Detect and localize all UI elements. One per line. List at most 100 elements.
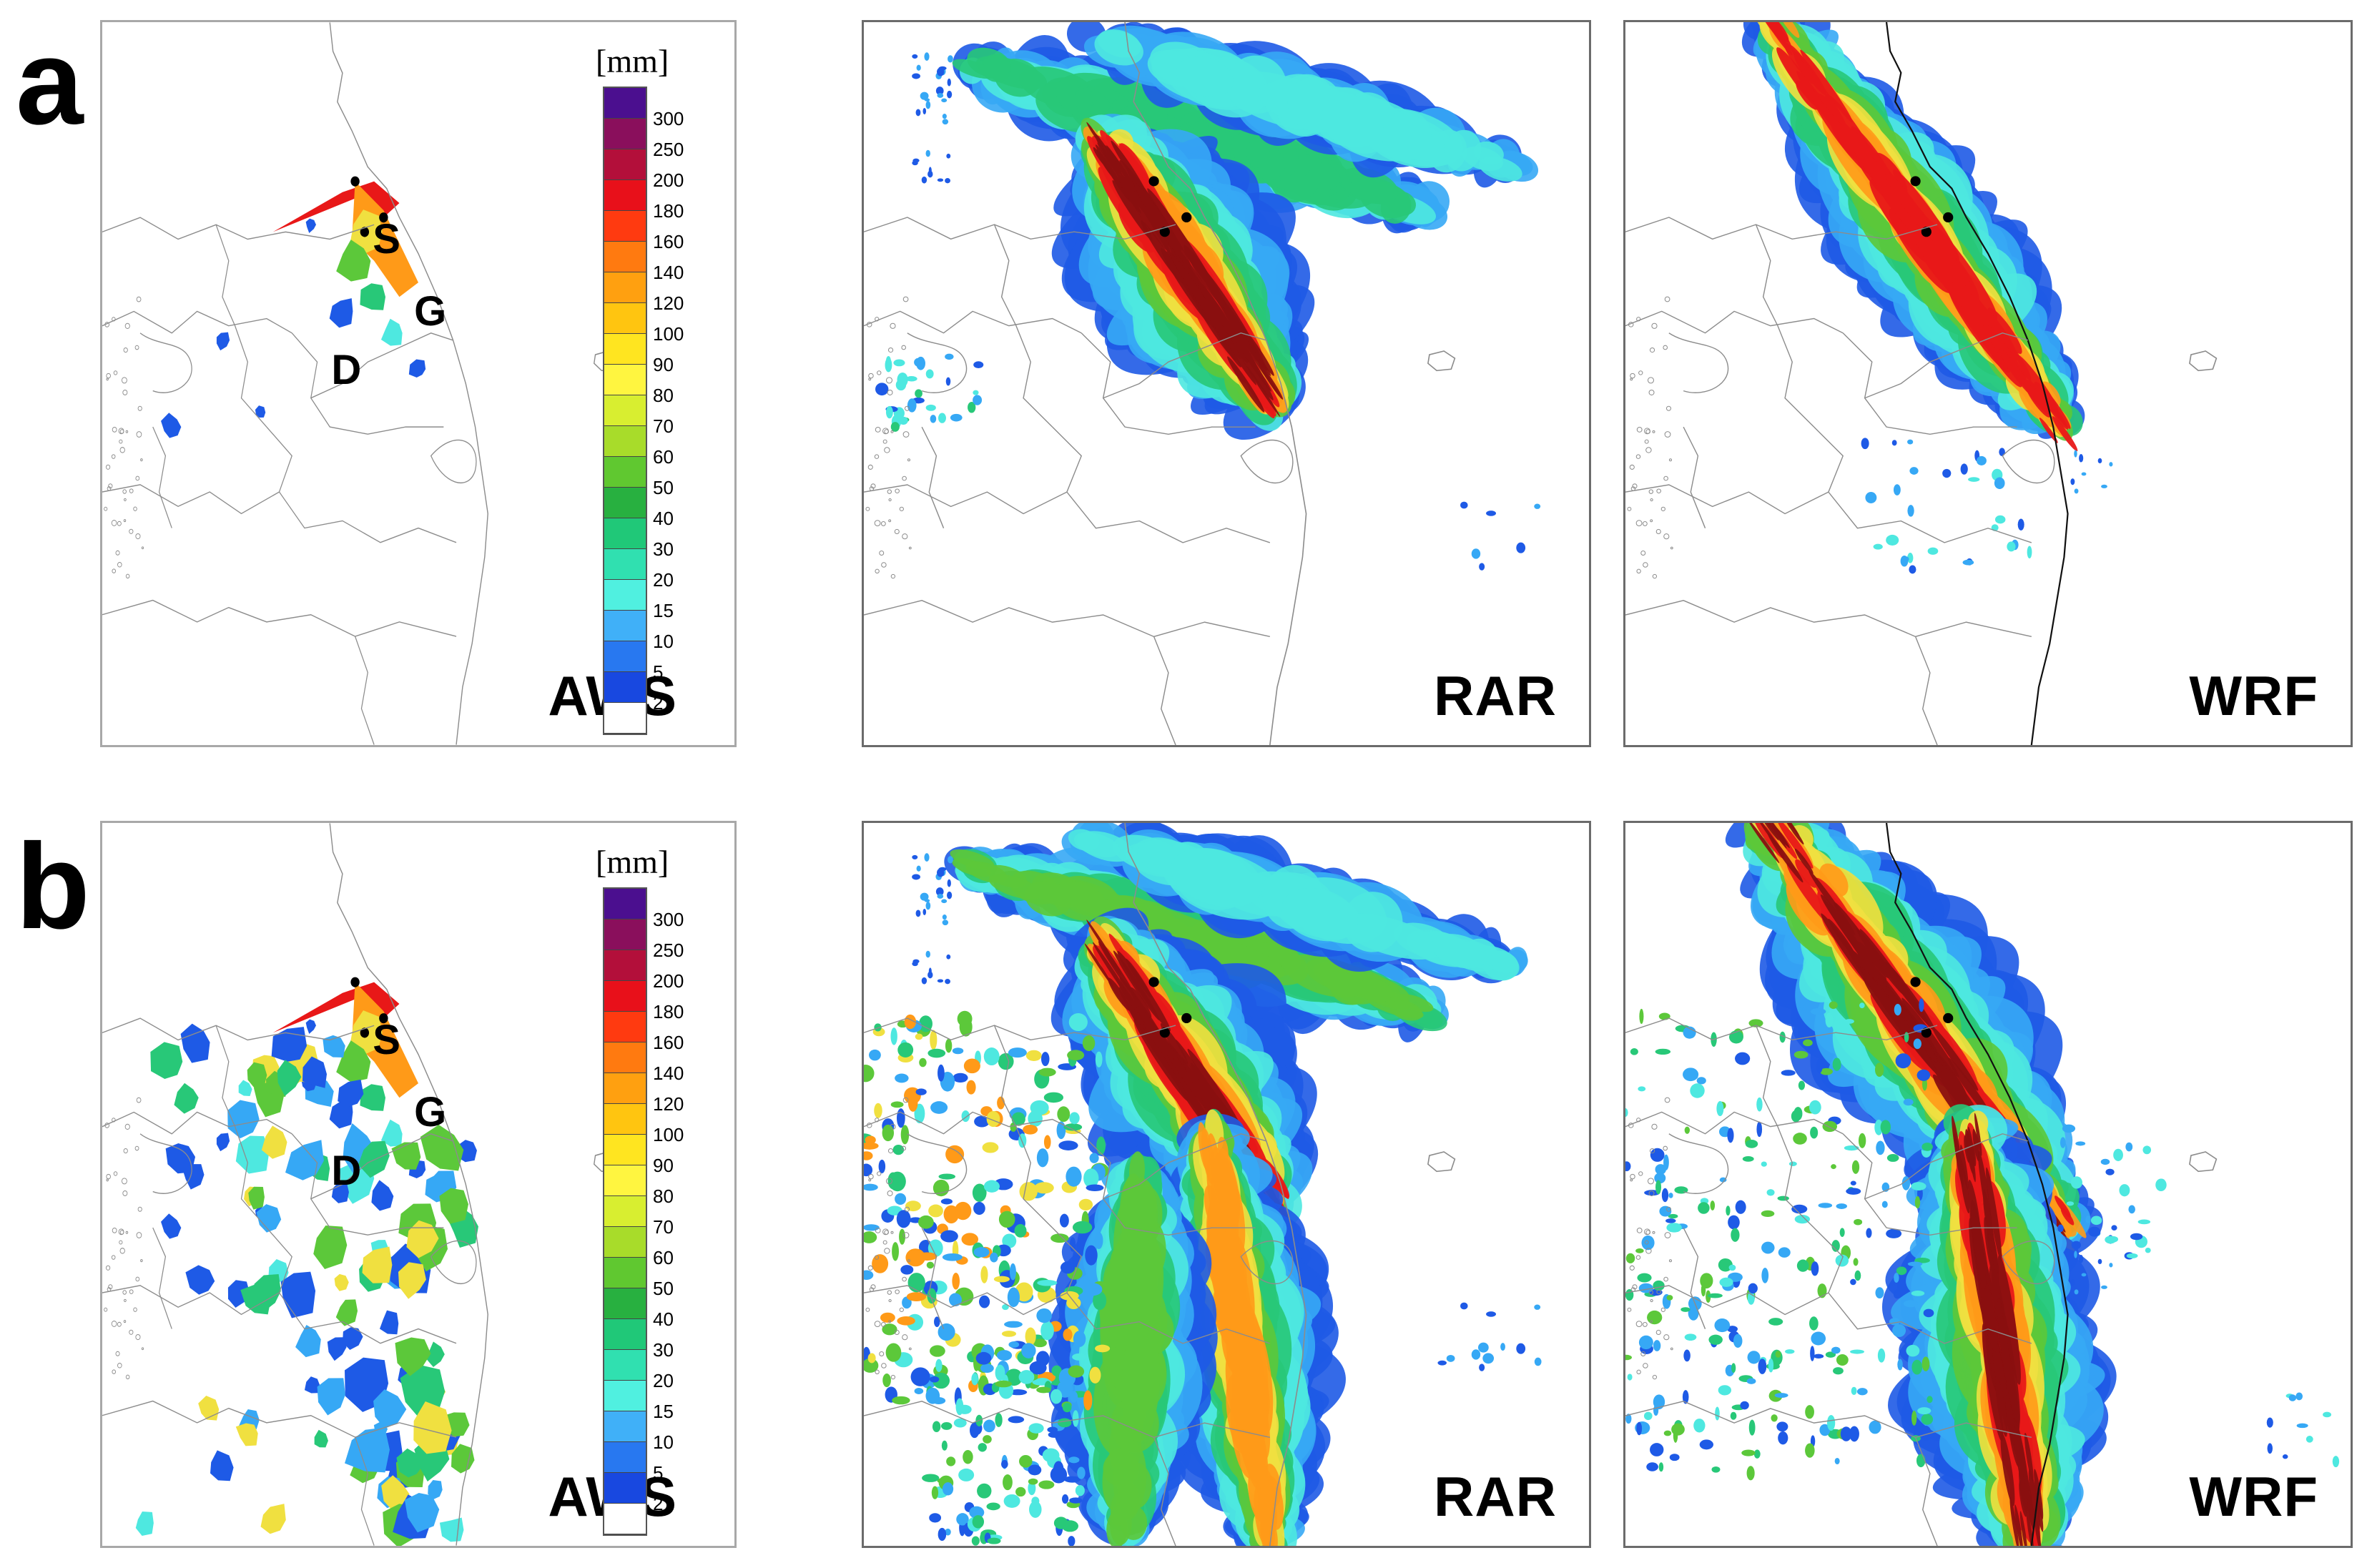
- colorbar-tick-label: 50: [653, 477, 674, 498]
- station-label-s: S: [373, 1016, 400, 1063]
- colorbar-tick-label: 180: [653, 1001, 684, 1022]
- colorbar-cell: [604, 395, 646, 426]
- colorbar-tick-label: 60: [653, 446, 674, 468]
- colorbar-tick-label: 250: [653, 940, 684, 961]
- colorbar-cell: [604, 1135, 646, 1165]
- colorbar-cell: [604, 981, 646, 1012]
- station-label-g: G: [414, 288, 447, 335]
- colorbar-cell: [604, 1227, 646, 1258]
- colorbar-cell: [604, 549, 646, 580]
- colorbar-tick-label: 15: [653, 600, 674, 621]
- station-label-d: D: [331, 346, 362, 393]
- colorbar-cell: [604, 919, 646, 950]
- station-label-d: D: [331, 1147, 362, 1194]
- colorbar-cell: [604, 149, 646, 180]
- colorbar-tick-label: 40: [653, 1308, 674, 1330]
- colorbar-tick-label: 60: [653, 1247, 674, 1268]
- colorbar-cell: [604, 703, 646, 734]
- colorbar-cell: [604, 1473, 646, 1504]
- radar-precipitation-map: [864, 22, 1541, 745]
- colorbar-cell: [604, 611, 646, 641]
- colorbar-tick-label: 250: [653, 139, 684, 160]
- colorbar-cell: [604, 1258, 646, 1288]
- colorbar-tick-label: 140: [653, 262, 684, 283]
- panel-b-aws: AWSSGD[mm]300250200180160140120100908070…: [100, 821, 737, 1548]
- panel-label-radar: RAR: [1434, 664, 1557, 727]
- colorbar-tick-label: 15: [653, 1401, 674, 1422]
- aws-precipitation-map: [102, 22, 619, 745]
- panel-a-aws: AWSSGD[mm]300250200180160140120100908070…: [100, 20, 737, 747]
- colorbar-tick-label: 20: [653, 1370, 674, 1391]
- colorbar-tick-label: 30: [653, 538, 674, 560]
- colorbar-tick-label: 70: [653, 1216, 674, 1238]
- colorbar-unit: [mm]: [596, 844, 669, 880]
- colorbar-cell: [604, 211, 646, 242]
- colorbar-cell: [604, 365, 646, 395]
- colorbar-cell: [604, 518, 646, 549]
- colorbar-tick-label: 2: [653, 1493, 664, 1514]
- colorbar-cell: [604, 1442, 646, 1473]
- row-label-a: a: [16, 14, 84, 150]
- colorbar-cell: [604, 88, 646, 119]
- colorbar-cell: [604, 672, 646, 703]
- colorbar-tick-label: 5: [653, 1462, 664, 1484]
- colorbar-cell: [604, 303, 646, 334]
- colorbar-tick-label: 90: [653, 354, 674, 375]
- panel-b-model: WRF: [1623, 821, 2353, 1548]
- colorbar-tick-label: 90: [653, 1155, 674, 1176]
- colorbar-cell: [604, 1196, 646, 1227]
- colorbar-cell: [604, 272, 646, 303]
- colorbar-cell: [604, 242, 646, 272]
- station-label-g: G: [414, 1089, 447, 1136]
- colorbar-tick-label: 140: [653, 1062, 684, 1084]
- colorbar-cell: [604, 1381, 646, 1411]
- colorbar-tick-label: 80: [653, 1185, 674, 1207]
- colorbar-cell: [604, 580, 646, 611]
- colorbar-tick-label: 40: [653, 508, 674, 529]
- colorbar-tick-label: 100: [653, 323, 684, 345]
- aws-precipitation-map: [102, 823, 619, 1546]
- colorbar-tick-label: 10: [653, 631, 674, 652]
- colorbar-tick-label: 160: [653, 1032, 684, 1053]
- colorbar-unit: [mm]: [596, 43, 669, 79]
- panel-a-model: WRF: [1623, 20, 2353, 747]
- colorbar-cell: [604, 1411, 646, 1442]
- panel-label-model: WRF: [2189, 1465, 2318, 1528]
- colorbar-tick-label: 120: [653, 1093, 684, 1115]
- colorbar-cell: [604, 1165, 646, 1196]
- colorbar-cell: [604, 641, 646, 672]
- colorbar-tick-label: 50: [653, 1278, 674, 1299]
- row-label-b: b: [16, 819, 90, 955]
- colorbar-cell: [604, 1073, 646, 1104]
- colorbar-cell: [604, 1288, 646, 1319]
- colorbar-tick-label: 200: [653, 169, 684, 191]
- colorbar-tick-label: 20: [653, 569, 674, 591]
- colorbar-cell: [604, 1042, 646, 1073]
- colorbar-tick-label: 160: [653, 231, 684, 252]
- colorbar-tick-label: 120: [653, 292, 684, 314]
- colorbar-cell: [604, 950, 646, 981]
- colorbar-tick-label: 2: [653, 692, 664, 714]
- colorbar-tick-label: 80: [653, 385, 674, 406]
- colorbar-cell: [604, 1504, 646, 1534]
- colorbar-cell: [604, 180, 646, 211]
- colorbar-tick-label: 300: [653, 909, 684, 930]
- colorbar-tick-label: 300: [653, 108, 684, 129]
- colorbar-cell: [604, 119, 646, 149]
- colorbar-tick-label: 10: [653, 1431, 674, 1453]
- colorbar-tick-label: 100: [653, 1124, 684, 1145]
- colorbar-cell: [604, 1350, 646, 1381]
- colorbar-tick-label: 200: [653, 970, 684, 992]
- colorbar-cell: [604, 334, 646, 365]
- colorbar-cell: [604, 457, 646, 488]
- radar-precipitation-map: [864, 823, 1542, 1546]
- model-precipitation-map: [1625, 823, 2340, 1546]
- station-label-s: S: [373, 215, 400, 262]
- colorbar-cell: [604, 488, 646, 518]
- colorbar-cell: [604, 889, 646, 919]
- colorbar-cell: [604, 426, 646, 457]
- panel-b-radar: RAR: [862, 821, 1591, 1548]
- colorbar-cell: [604, 1012, 646, 1042]
- model-precipitation-map: [1625, 22, 2218, 745]
- panel-a-radar: RAR: [862, 20, 1591, 747]
